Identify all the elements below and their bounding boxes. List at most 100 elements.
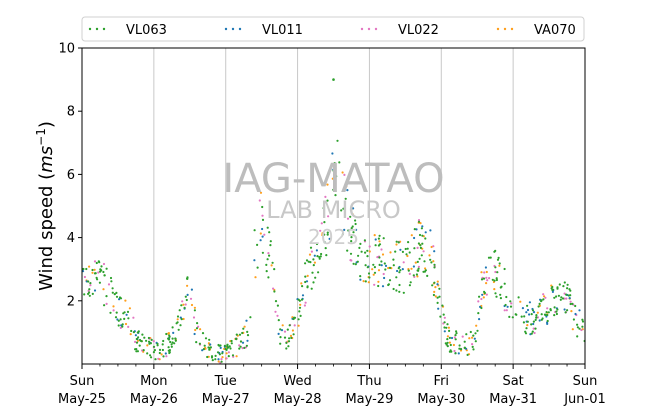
data-point-vl063 [198, 342, 201, 345]
data-point-vl063 [438, 287, 441, 290]
data-point-vl063 [340, 209, 343, 212]
data-point-vl063 [530, 313, 533, 316]
data-point-vl063 [316, 255, 319, 258]
data-point-vl063 [122, 312, 125, 315]
data-point-vl063 [495, 278, 498, 282]
data-point-vl063 [150, 338, 153, 341]
data-point-vl022 [380, 248, 383, 251]
data-point-vl022 [263, 233, 266, 236]
data-point-va070 [434, 286, 437, 289]
data-point-vl063 [140, 340, 143, 343]
data-point-vl063 [364, 251, 367, 254]
data-point-vl063 [500, 285, 503, 288]
data-point-va070 [471, 336, 474, 339]
data-point-vl063 [338, 161, 341, 164]
data-point-vl063 [183, 306, 186, 309]
data-point-vl063 [398, 271, 401, 274]
data-point-vl063 [448, 336, 451, 339]
data-point-vl063 [95, 261, 98, 265]
data-point-vl063 [168, 335, 171, 338]
y-tick-label: 4 [67, 231, 75, 246]
data-point-vl063 [350, 240, 353, 243]
data-point-vl063 [117, 324, 120, 327]
data-point-vl063 [176, 321, 179, 324]
data-point-vl063 [483, 290, 486, 293]
data-point-vl063 [344, 197, 347, 200]
data-point-vl011 [484, 266, 487, 269]
data-point-va070 [331, 177, 334, 180]
data-point-va070 [128, 307, 131, 310]
data-point-vl063 [568, 288, 571, 291]
data-point-vl063 [433, 263, 436, 266]
data-point-va070 [291, 329, 294, 332]
data-point-vl063 [196, 322, 199, 325]
data-point-vl022 [453, 336, 456, 339]
data-point-vl011 [525, 311, 528, 314]
data-point-vl063 [156, 344, 159, 347]
data-point-vl063 [174, 337, 177, 340]
data-point-vl063 [333, 162, 336, 165]
data-point-vl063 [117, 319, 120, 322]
data-point-va070 [225, 352, 228, 355]
data-point-vl063 [480, 278, 484, 281]
data-point-vl063 [311, 271, 314, 274]
data-point-vl063 [109, 311, 112, 314]
data-point-vl063 [96, 278, 99, 281]
data-point-vl063 [517, 296, 520, 299]
data-point-vl063 [178, 309, 181, 312]
data-point-va070 [447, 326, 450, 329]
data-point-vl022 [417, 265, 420, 268]
data-point-vl063 [167, 338, 171, 341]
data-point-vl022 [119, 326, 122, 329]
data-point-vl022 [494, 270, 497, 274]
data-point-vl022 [181, 300, 184, 303]
data-point-vl063 [323, 241, 326, 244]
data-point-vl011 [528, 313, 531, 316]
data-point-va070 [536, 311, 539, 314]
data-point-vl011 [396, 269, 399, 273]
data-point-vl022 [486, 279, 489, 282]
x-tick-label-day: Sat [502, 374, 523, 389]
data-point-vl063 [472, 348, 475, 351]
data-point-vl022 [134, 340, 137, 343]
data-point-vl063 [138, 338, 142, 342]
legend-item-vl063: VL063 [88, 23, 167, 38]
data-point-vl063 [474, 332, 477, 335]
data-point-vl063 [261, 218, 265, 221]
data-point-vl063 [102, 270, 105, 274]
data-point-vl063 [523, 315, 526, 318]
data-point-vl063 [228, 345, 231, 348]
data-point-vl063 [418, 257, 421, 260]
data-point-va070 [428, 254, 431, 257]
data-point-vl063 [97, 260, 100, 263]
data-point-vl063 [531, 330, 534, 333]
data-point-vl011 [259, 239, 262, 242]
data-point-vl063 [469, 330, 472, 334]
data-point-vl063 [298, 306, 302, 309]
data-point-vl063 [366, 266, 369, 269]
data-point-vl063 [489, 256, 492, 259]
data-point-vl063 [534, 327, 537, 330]
data-point-vl011 [261, 235, 264, 238]
data-point-vl063 [454, 352, 457, 355]
legend-item-vl022: VL022 [360, 23, 439, 38]
data-point-va070 [468, 337, 471, 340]
data-point-va070 [498, 264, 501, 267]
data-point-vl063 [98, 281, 101, 284]
data-point-vl063 [268, 231, 271, 234]
data-point-vl063 [135, 341, 139, 344]
data-point-vl022 [565, 297, 568, 300]
data-point-vl011 [125, 313, 128, 316]
legend: VL063 VL011 VL022 VA070 [81, 16, 585, 42]
data-point-vl011 [134, 334, 137, 337]
data-point-vl063 [349, 252, 353, 255]
data-point-vl063 [179, 324, 182, 327]
legend-marker [367, 27, 371, 31]
data-point-vl063 [476, 329, 479, 332]
data-point-vl022 [241, 347, 244, 350]
data-point-vl063 [438, 295, 441, 298]
data-point-vl063 [246, 330, 249, 333]
x-gridlines [153, 48, 514, 364]
data-point-vl063 [135, 337, 138, 341]
data-point-vl063 [535, 314, 538, 317]
